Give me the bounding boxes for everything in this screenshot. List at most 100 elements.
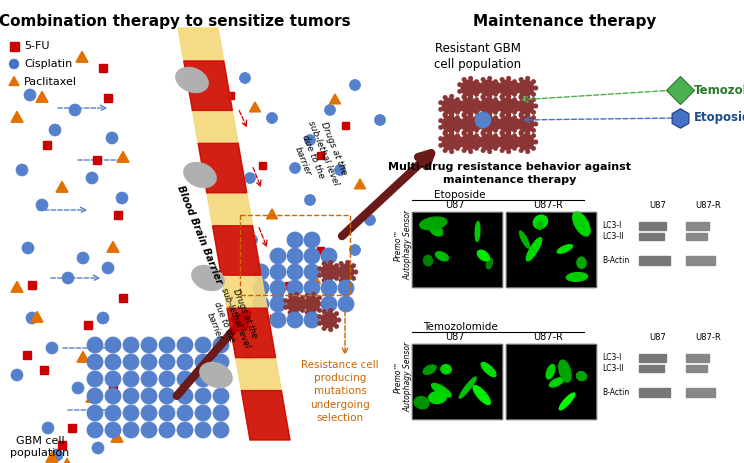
Circle shape [312,312,316,316]
Circle shape [304,264,320,280]
Circle shape [469,131,473,136]
Circle shape [213,405,229,421]
Circle shape [304,134,315,145]
Circle shape [318,321,322,325]
Polygon shape [111,432,123,442]
Circle shape [159,388,175,404]
Circle shape [513,115,516,120]
Bar [99,64,107,72]
Bar [412,344,502,419]
Circle shape [458,82,462,87]
Circle shape [351,276,356,281]
Polygon shape [266,209,278,219]
Polygon shape [354,179,365,189]
Circle shape [270,248,286,264]
Circle shape [439,119,443,123]
Circle shape [477,143,481,148]
Polygon shape [86,391,98,402]
Circle shape [519,113,523,117]
Circle shape [26,312,38,324]
Circle shape [462,113,466,118]
Bar [109,381,117,389]
Bar [93,156,101,164]
Circle shape [515,143,519,148]
Bar [506,344,596,419]
Polygon shape [198,144,247,193]
Circle shape [513,80,516,84]
Circle shape [531,92,536,96]
Text: Temozolomide: Temozolomide [694,83,744,96]
Circle shape [477,104,481,108]
Circle shape [525,112,530,117]
Circle shape [515,82,519,87]
Circle shape [518,80,534,96]
Text: Paclitaxel: Paclitaxel [24,77,77,87]
Ellipse shape [566,273,588,282]
Circle shape [213,371,229,387]
Circle shape [16,164,28,176]
Bar [84,321,92,329]
Circle shape [499,80,515,96]
Circle shape [455,98,460,102]
Circle shape [477,137,481,141]
Circle shape [496,82,500,87]
Circle shape [477,107,481,112]
Circle shape [458,107,462,112]
Circle shape [449,112,454,117]
Circle shape [515,89,519,94]
Circle shape [339,278,343,283]
Circle shape [487,112,492,117]
Circle shape [317,295,321,300]
Circle shape [283,305,288,310]
Circle shape [487,95,492,100]
Circle shape [123,422,139,438]
Circle shape [303,302,307,306]
Ellipse shape [537,221,543,230]
Circle shape [312,292,316,296]
Circle shape [338,264,354,280]
Circle shape [507,112,511,117]
Bar [10,42,19,50]
Ellipse shape [414,397,429,409]
Circle shape [240,73,251,83]
Circle shape [288,294,292,298]
Ellipse shape [473,386,490,405]
Circle shape [350,244,361,256]
Circle shape [443,148,447,153]
Circle shape [301,295,305,300]
Circle shape [493,92,498,96]
Bar [685,233,707,240]
Circle shape [295,312,299,316]
Ellipse shape [559,393,574,410]
Circle shape [500,148,504,153]
Ellipse shape [546,364,555,379]
Circle shape [159,422,175,438]
Bar [258,162,266,169]
Circle shape [253,264,269,280]
Circle shape [318,273,322,277]
Circle shape [51,449,63,461]
Circle shape [317,308,321,313]
Circle shape [49,124,61,136]
Text: U87-R: U87-R [533,200,563,210]
Circle shape [321,264,337,280]
Circle shape [141,405,157,421]
Circle shape [322,261,327,266]
Circle shape [455,146,460,150]
Circle shape [439,107,443,112]
Circle shape [496,89,500,94]
Circle shape [97,312,109,324]
Circle shape [458,122,462,126]
Circle shape [301,299,305,303]
Circle shape [439,137,443,141]
Text: U87: U87 [650,333,667,342]
Circle shape [22,242,34,254]
Polygon shape [9,76,19,86]
Circle shape [87,354,103,370]
Polygon shape [243,349,254,359]
Circle shape [301,305,305,310]
Bar [638,233,664,240]
Bar [506,212,596,287]
Ellipse shape [577,257,586,269]
Circle shape [11,369,23,381]
